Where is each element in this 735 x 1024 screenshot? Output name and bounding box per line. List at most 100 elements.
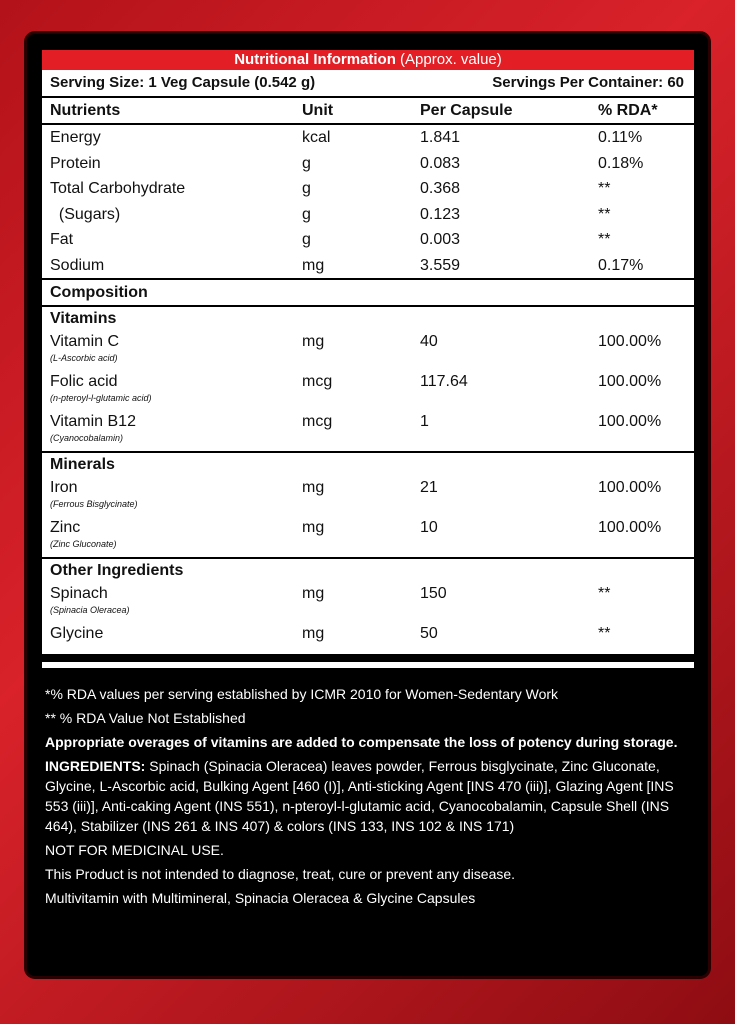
group: Vitamins Vitamin C (L-Ascorbic acid) mg 40 10…	[42, 307, 694, 453]
cell: 0.083	[420, 154, 461, 172]
item-source: (Ferrous Bisglycinate)	[50, 499, 138, 509]
ingredients: INGREDIENTS: Spinach (Spinacia Oleracea)…	[45, 756, 690, 836]
cell: 0.18%	[598, 154, 644, 172]
title-note: (Approx. value)	[400, 51, 502, 68]
item-source: (Spinacia Oleracea)	[50, 605, 130, 615]
cell: Protein	[50, 154, 101, 172]
nutrient-row: Fat g 0.003 **	[42, 227, 694, 253]
column-header: Per Capsule	[420, 102, 513, 119]
item-name-cell: Folic acid (n-pteroyl-l-glutamic acid)	[50, 371, 302, 411]
serving-size: Serving Size: 1 Veg Capsule (0.542 g)	[50, 74, 316, 91]
nutrient-row: Sodium mg 3.559 0.17%	[42, 253, 694, 279]
item-unit: mg	[302, 585, 325, 602]
cell: 1.841	[420, 129, 461, 146]
item-name-cell: Vitamin C (L-Ascorbic acid)	[50, 331, 302, 371]
cell: Energy	[50, 129, 101, 146]
overages-note: Appropriate overages of vitamins are add…	[45, 734, 678, 750]
cell: 0.11%	[598, 129, 643, 146]
item-rda: 100.00%	[598, 413, 662, 430]
item-row: Folic acid (n-pteroyl-l-glutamic acid) mcg…	[42, 371, 694, 411]
item-rda: 100.00%	[598, 333, 662, 350]
item-name: Vitamin C	[50, 333, 120, 350]
cell: **	[598, 205, 611, 223]
item-row: Vitamin C (L-Ascorbic acid) mg 40 100.00%	[42, 331, 694, 371]
cell: mg	[302, 256, 325, 274]
divider-bar	[42, 662, 694, 668]
item-name: Spinach	[50, 585, 108, 602]
servings-per-container: Servings Per Container: 60	[492, 74, 684, 91]
cell: Fat	[50, 231, 74, 248]
footer-line: This Product is not intended to diagnose…	[45, 866, 516, 882]
item-rda: **	[598, 625, 611, 642]
item-name: Vitamin B12	[50, 413, 136, 430]
item-rda: 100.00%	[598, 519, 662, 536]
table-body: Nutrients Unit Per Capsule % RDA* Energy kcal…	[42, 98, 694, 653]
item-rda: 100.00%	[598, 373, 662, 390]
column-header: % RDA*	[598, 102, 658, 119]
cell: g	[302, 180, 311, 197]
cell: Sodium	[50, 256, 105, 274]
item-source: (Cyanocobalamin)	[50, 433, 124, 443]
item-rda: 100.00%	[598, 479, 662, 496]
group: Minerals Iron (Ferrous Bisglycinate) mg 21 10…	[42, 453, 694, 559]
item-name-cell: Spinach (Spinacia Oleracea)	[50, 583, 302, 623]
nutrient-row: Total Carbohydrate g 0.368 **	[42, 176, 694, 202]
cell: 0.17%	[598, 256, 644, 274]
nutrient-row: (Sugars) g 0.123 **	[42, 202, 694, 228]
item-name: Folic acid	[50, 373, 118, 390]
column-header: Nutrients	[50, 102, 121, 119]
item-amount: 1	[420, 413, 429, 430]
cell: Total Carbohydrate	[50, 180, 186, 197]
item-unit: mg	[302, 333, 325, 350]
cell: 0.003	[420, 231, 461, 248]
item-name-cell: Vitamin B12 (Cyanocobalamin)	[50, 411, 302, 451]
item-amount: 40	[420, 333, 438, 350]
cell: g	[302, 154, 311, 172]
nutrition-table: Nutritional Information (Approx. value) …	[42, 50, 694, 654]
rda-note: ** % RDA Value Not Established	[45, 710, 246, 726]
cell: kcal	[302, 129, 331, 146]
item-amount: 117.64	[420, 373, 468, 390]
cell: (Sugars)	[50, 205, 121, 223]
serving-row: Serving Size: 1 Veg Capsule (0.542 g) Se…	[42, 70, 694, 98]
item-name-cell: Glycine	[50, 623, 302, 653]
group: Other Ingredients Spinach (Spinacia Olerac…	[42, 559, 694, 653]
item-name-cell: Iron (Ferrous Bisglycinate)	[50, 477, 302, 517]
item-unit: mg	[302, 479, 325, 496]
item-unit: mcg	[302, 413, 333, 430]
footer-line: Multivitamin with Multimineral, Spinacia…	[45, 890, 476, 906]
item-unit: mg	[302, 625, 325, 642]
item-row: Vitamin B12 (Cyanocobalamin) mcg 1 100.00%	[42, 411, 694, 451]
item-name: Zinc	[50, 519, 81, 536]
item-name-cell: Zinc (Zinc Gluconate)	[50, 517, 302, 557]
item-source: (L-Ascorbic acid)	[50, 353, 118, 363]
item-amount: 21	[420, 479, 438, 496]
item-source: (Zinc Gluconate)	[50, 539, 117, 549]
item-unit: mcg	[302, 373, 333, 390]
item-amount: 10	[420, 519, 438, 536]
item-row: Glycine mg 50 **	[42, 623, 694, 653]
item-row: Zinc (Zinc Gluconate) mg 10 100.00%	[42, 517, 694, 557]
title-bar: Nutritional Information (Approx. value)	[42, 50, 694, 70]
footer-line: NOT FOR MEDICINAL USE.	[45, 842, 224, 858]
item-row: Iron (Ferrous Bisglycinate) mg 21 100.00%	[42, 477, 694, 517]
group-title: Vitamins	[50, 310, 117, 327]
cell: **	[598, 231, 611, 248]
item-name: Iron	[50, 479, 78, 496]
column-header: Unit	[302, 102, 334, 119]
nutrient-row: Protein g 0.083 0.18%	[42, 151, 694, 177]
item-name: Glycine	[50, 625, 104, 642]
item-source: (n-pteroyl-l-glutamic acid)	[50, 393, 152, 403]
cell: 0.368	[420, 180, 461, 197]
cell: g	[302, 231, 311, 248]
header-row: Nutrients Unit Per Capsule % RDA*	[42, 98, 694, 125]
ingredients-text: Spinach (Spinacia Oleracea) leaves powde…	[45, 758, 674, 834]
group-title: Other Ingredients	[50, 562, 184, 579]
ingredients-label: INGREDIENTS:	[45, 758, 146, 774]
rda-note: *% RDA values per serving established by…	[45, 686, 559, 702]
item-amount: 50	[420, 625, 438, 642]
cell: 0.123	[420, 205, 461, 223]
cell: 3.559	[420, 256, 461, 274]
item-rda: **	[598, 585, 611, 602]
